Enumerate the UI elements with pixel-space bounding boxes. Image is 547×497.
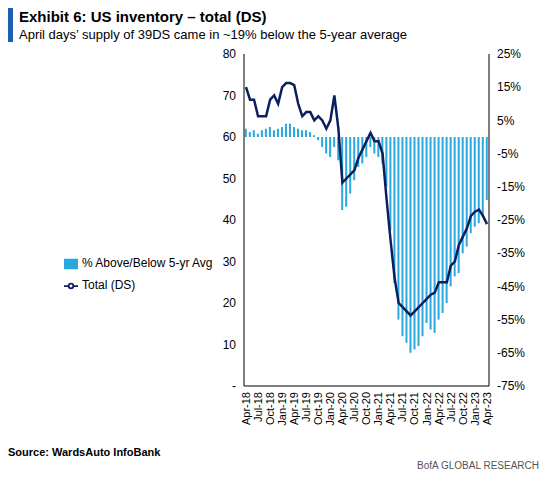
svg-text:-25%: -25% bbox=[497, 213, 525, 227]
svg-text:30: 30 bbox=[223, 255, 237, 269]
svg-text:-65%: -65% bbox=[497, 346, 525, 360]
svg-text:25%: 25% bbox=[497, 47, 521, 61]
svg-text:-55%: -55% bbox=[497, 313, 525, 327]
svg-text:Jul-22: Jul-22 bbox=[445, 392, 457, 422]
svg-text:Jul-19: Jul-19 bbox=[300, 392, 312, 422]
svg-text:60: 60 bbox=[223, 130, 237, 144]
svg-text:Jan-20: Jan-20 bbox=[324, 392, 336, 426]
html-text:Total (DS): Total (DS) bbox=[82, 278, 136, 292]
svg-text:Jan-23: Jan-23 bbox=[469, 392, 481, 426]
svg-text:-: - bbox=[232, 379, 236, 393]
svg-text:Jan-19: Jan-19 bbox=[276, 392, 288, 426]
svg-text:Oct-20: Oct-20 bbox=[360, 392, 372, 425]
svg-text:Oct-19: Oct-19 bbox=[312, 392, 324, 425]
svg-text:-45%: -45% bbox=[497, 280, 525, 294]
svg-text:15%: 15% bbox=[497, 80, 521, 94]
svg-text:-15%: -15% bbox=[497, 180, 525, 194]
svg-text:-75%: -75% bbox=[497, 379, 525, 393]
svg-text:50: 50 bbox=[223, 172, 237, 186]
svg-text:Apr-21: Apr-21 bbox=[384, 392, 396, 425]
html-text:% Above/Below 5-yr Avg: % Above/Below 5-yr Avg bbox=[82, 256, 213, 270]
html-text:Source: WardsAuto InfoBank: Source: WardsAuto InfoBank bbox=[8, 446, 161, 458]
svg-text:Jan-22: Jan-22 bbox=[421, 392, 433, 426]
svg-text:Apr-19: Apr-19 bbox=[288, 392, 300, 425]
svg-text:Oct-18: Oct-18 bbox=[264, 392, 276, 425]
svg-text:40: 40 bbox=[223, 213, 237, 227]
svg-text:Jul-18: Jul-18 bbox=[252, 392, 264, 422]
html-text:April days’ supply of 39DS cam: April days’ supply of 39DS came in ~19% … bbox=[19, 27, 407, 42]
html-text:Exhibit 6: US inventory – tota: Exhibit 6: US inventory – total (DS) bbox=[19, 8, 267, 25]
svg-text:Oct-21: Oct-21 bbox=[409, 392, 421, 425]
svg-text:Jul-21: Jul-21 bbox=[396, 392, 408, 422]
svg-text:5%: 5% bbox=[497, 114, 515, 128]
svg-text:Apr-20: Apr-20 bbox=[336, 392, 348, 425]
svg-text:-35%: -35% bbox=[497, 246, 525, 260]
svg-text:Jan-21: Jan-21 bbox=[372, 392, 384, 426]
svg-text:Apr-23: Apr-23 bbox=[481, 392, 493, 425]
svg-text:Oct-22: Oct-22 bbox=[457, 392, 469, 425]
svg-text:Jul-20: Jul-20 bbox=[348, 392, 360, 422]
svg-text:70: 70 bbox=[223, 89, 237, 103]
svg-text:10: 10 bbox=[223, 338, 237, 352]
svg-text:20: 20 bbox=[223, 296, 237, 310]
svg-text:-5%: -5% bbox=[497, 147, 519, 161]
svg-text:80: 80 bbox=[223, 47, 237, 61]
html-text:BofA GLOBAL RESEARCH: BofA GLOBAL RESEARCH bbox=[417, 460, 539, 471]
svg-text:Apr-18: Apr-18 bbox=[240, 392, 252, 425]
svg-text:Apr-22: Apr-22 bbox=[433, 392, 445, 425]
